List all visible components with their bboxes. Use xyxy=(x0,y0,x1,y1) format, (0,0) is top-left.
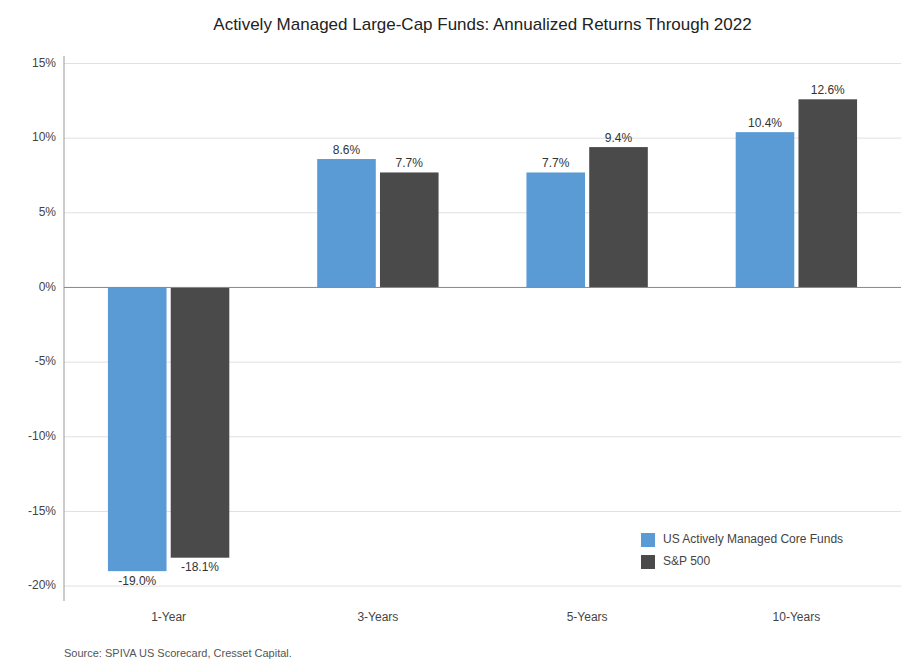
legend: US Actively Managed Core Funds S&P 500 xyxy=(641,532,843,569)
source-note: Source: SPIVA US Scorecard, Cresset Capi… xyxy=(64,647,292,659)
data-label: 7.7% xyxy=(542,156,570,170)
y-tick-label: 5% xyxy=(39,205,57,219)
y-tick-label: 10% xyxy=(32,130,56,144)
zero-line xyxy=(64,287,901,288)
y-tick-label: 0% xyxy=(39,280,57,294)
y-tick-label: -5% xyxy=(35,354,57,368)
bar xyxy=(171,287,230,557)
bars xyxy=(108,99,857,571)
legend-swatch xyxy=(641,533,655,547)
bar xyxy=(380,172,439,287)
bar xyxy=(108,287,167,571)
chart: -20% -15% -10% -5% 0% 5% 10% 15% -19.0% 8.6% 7.7% 1… xyxy=(0,0,921,671)
legend-label: S&P 500 xyxy=(663,554,710,568)
x-tick-label: 5-Years xyxy=(567,610,608,624)
legend-swatch xyxy=(641,555,655,569)
bar xyxy=(317,159,376,287)
x-tick-label: 3-Years xyxy=(357,610,398,624)
bar xyxy=(736,132,795,287)
y-tick-label: -15% xyxy=(28,504,56,518)
bar xyxy=(589,147,648,287)
bar xyxy=(798,99,857,287)
data-label: 12.6% xyxy=(811,83,845,97)
y-axis-line xyxy=(64,56,65,601)
y-tick-label: 15% xyxy=(32,56,56,70)
data-label: -18.1% xyxy=(181,560,219,574)
grid-line xyxy=(64,586,901,587)
data-label: 7.7% xyxy=(396,156,424,170)
title: Actively Managed Large-Cap Funds: Annual… xyxy=(213,15,751,34)
data-label: -19.0% xyxy=(118,574,156,588)
x-tick-label: 10-Years xyxy=(773,610,821,624)
data-label: 9.4% xyxy=(605,131,633,145)
data-label: 8.6% xyxy=(333,143,361,157)
y-tick-label: -20% xyxy=(28,578,56,592)
data-labels: -19.0% 8.6% 7.7% 10.4% -18.1% 7.7% 9.4% 12.6% xyxy=(118,83,845,588)
grid-line xyxy=(64,287,901,288)
grid xyxy=(64,63,901,586)
legend-label: US Actively Managed Core Funds xyxy=(663,532,843,546)
data-label: 10.4% xyxy=(748,116,782,130)
y-tick-label: -10% xyxy=(28,429,56,443)
x-tick-label: 1-Year xyxy=(151,610,186,624)
grid-line xyxy=(64,63,901,64)
bar xyxy=(526,172,585,287)
